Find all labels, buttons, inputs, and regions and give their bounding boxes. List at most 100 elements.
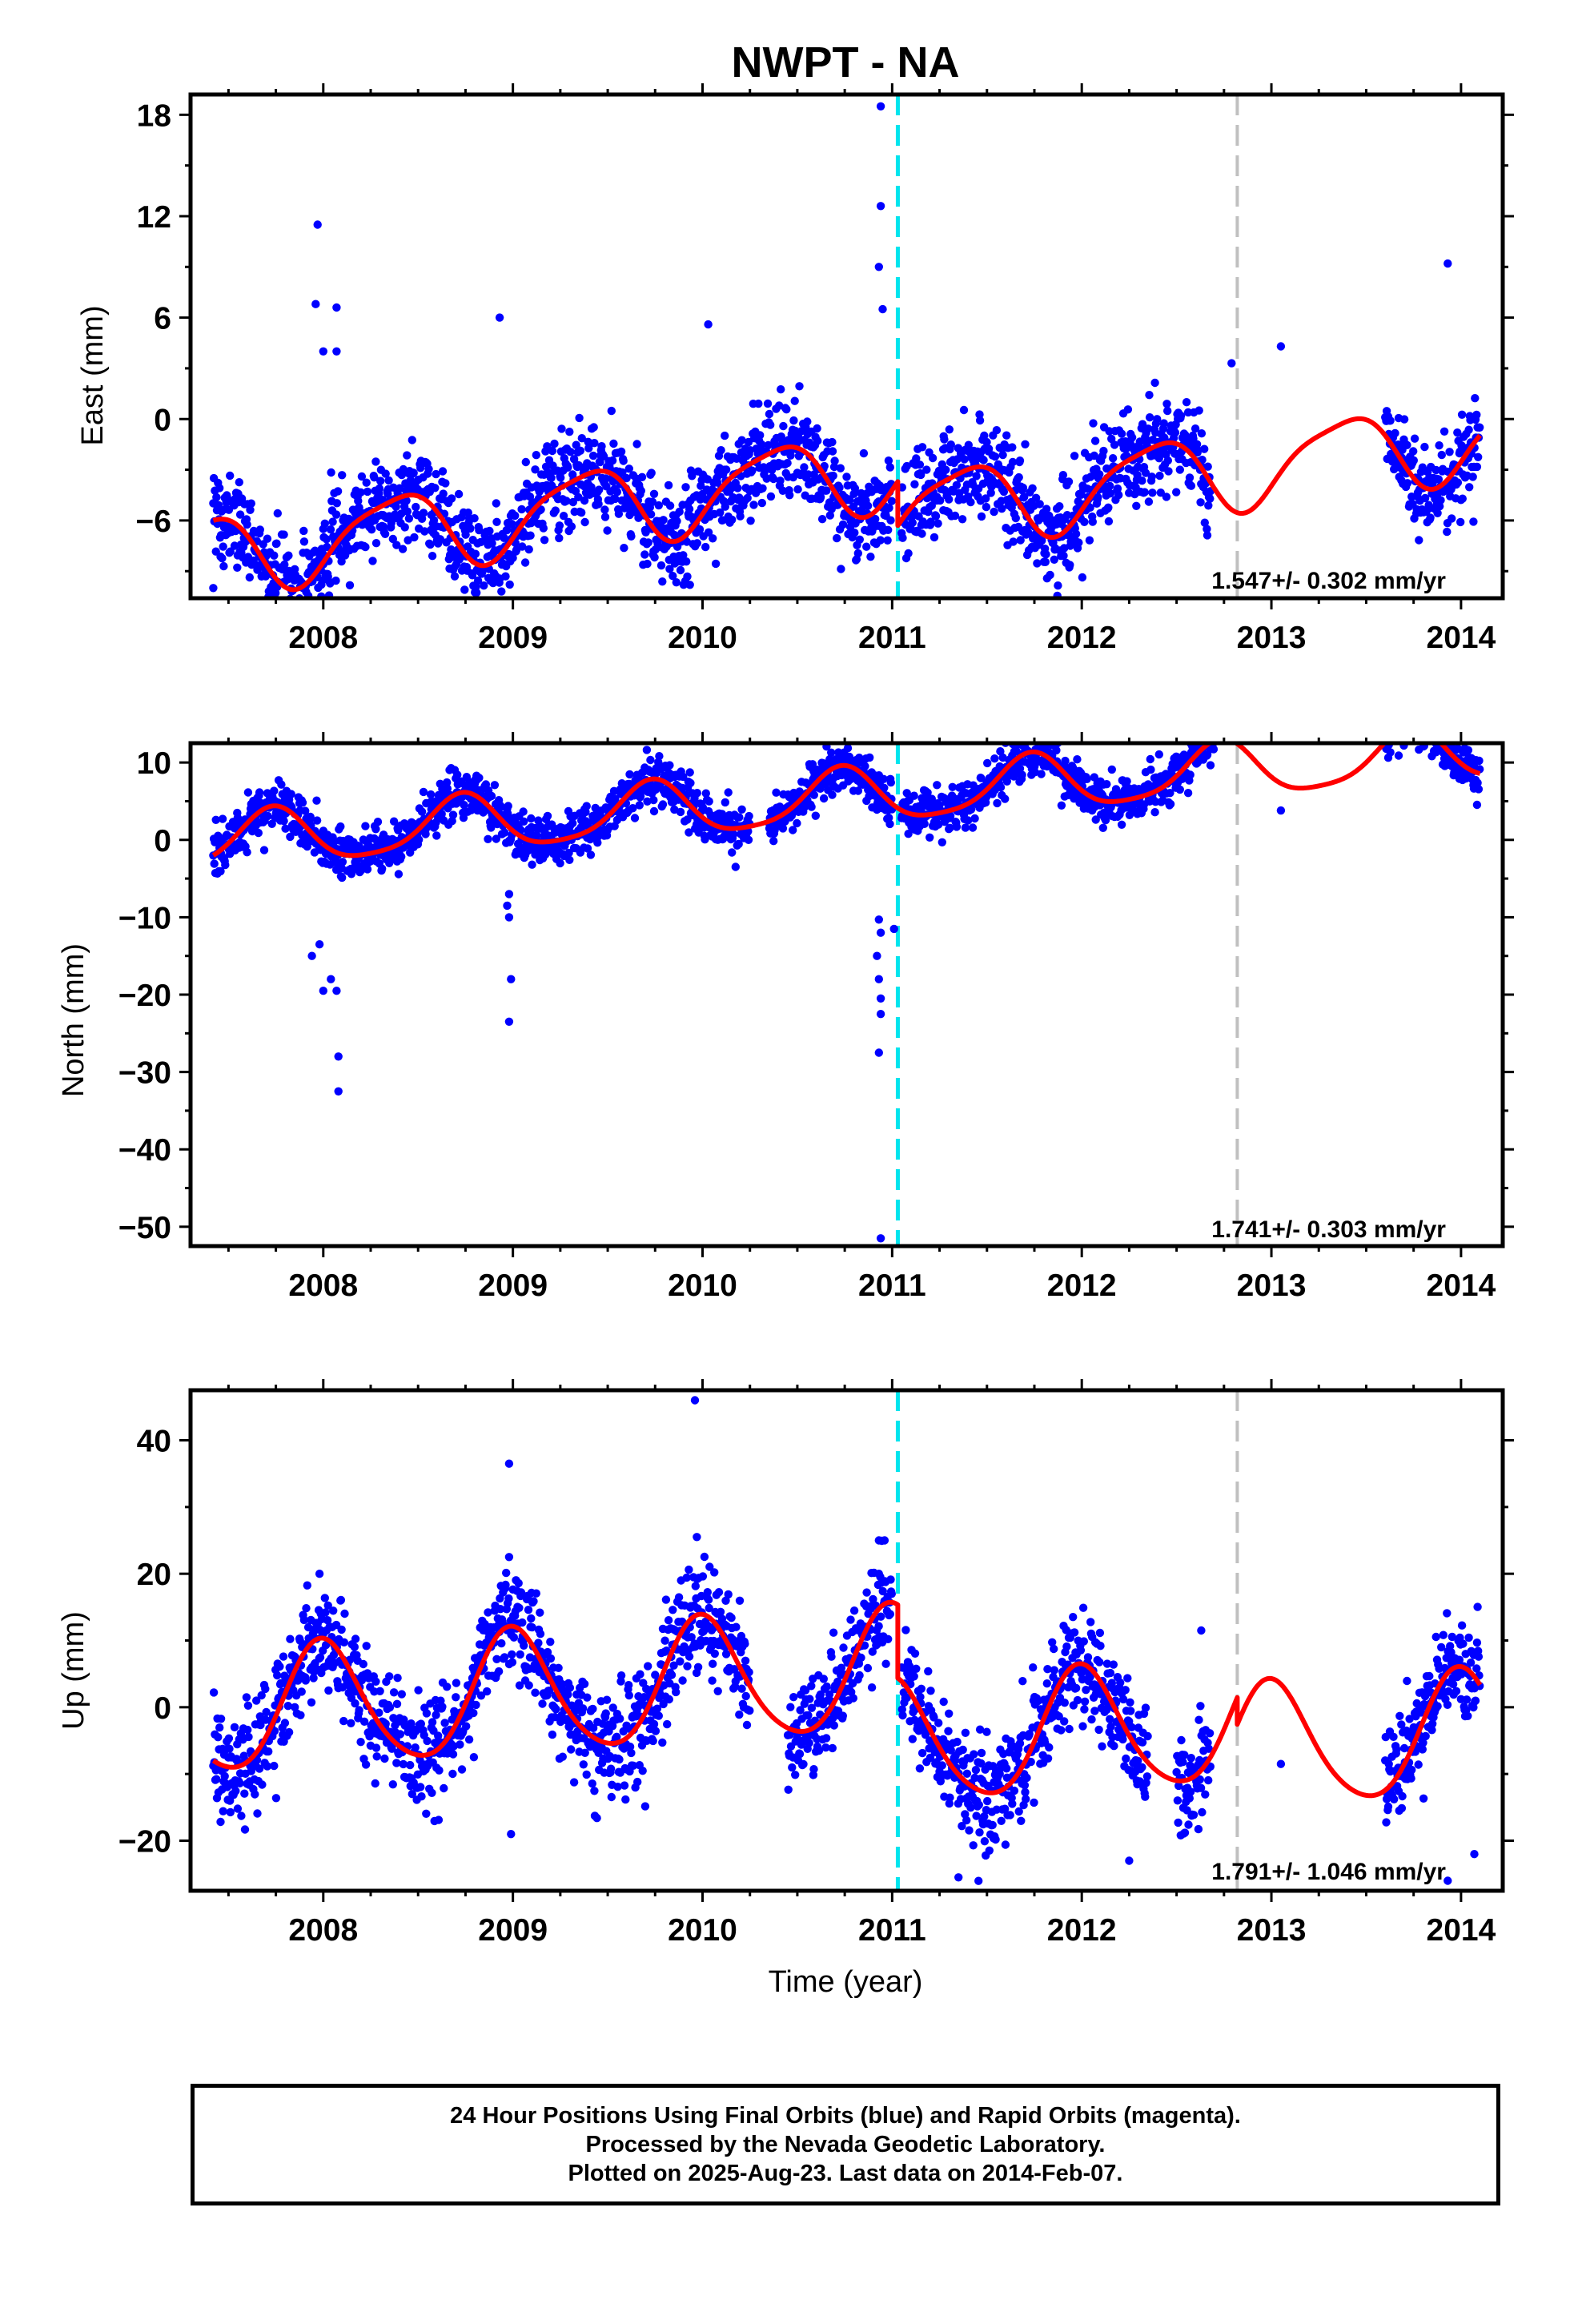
north-point — [1405, 712, 1413, 720]
north-point — [270, 786, 279, 795]
north-point — [993, 798, 1002, 808]
up-point — [501, 1580, 510, 1590]
east-point — [672, 578, 681, 587]
up-point — [472, 1700, 480, 1710]
east-point — [326, 525, 335, 534]
up-point — [569, 1778, 579, 1787]
north-point — [543, 811, 552, 821]
north-point — [1421, 710, 1429, 718]
north-point — [1415, 725, 1423, 733]
north-point — [952, 822, 962, 831]
up-point — [583, 1693, 592, 1702]
north-point — [1381, 726, 1389, 734]
east-point — [1409, 456, 1419, 465]
north-point — [1407, 692, 1415, 700]
east-point — [952, 480, 962, 489]
up-point — [339, 1716, 348, 1726]
north-point — [1438, 726, 1446, 734]
north-point — [1388, 714, 1396, 722]
east-point — [1469, 517, 1478, 526]
east-point — [453, 601, 461, 609]
east-point — [910, 480, 919, 489]
east-point — [1457, 410, 1467, 419]
north-ytick-label: −50 — [118, 1211, 171, 1245]
east-point — [1055, 502, 1064, 511]
up-point — [524, 1606, 533, 1614]
north-point — [649, 795, 658, 805]
east-point — [763, 399, 773, 408]
east-point — [917, 443, 927, 452]
north-point — [363, 865, 372, 874]
east-point — [745, 446, 755, 455]
east-point — [884, 525, 893, 534]
north-point — [504, 913, 514, 922]
east-point — [1080, 517, 1089, 526]
east-point — [328, 517, 337, 526]
east-point — [400, 523, 409, 532]
up-point — [469, 1708, 478, 1718]
north-point — [828, 790, 837, 799]
east-point — [1204, 501, 1213, 510]
north-point — [394, 870, 404, 879]
east-point — [1148, 489, 1157, 497]
north-point — [1397, 722, 1405, 730]
east-point — [404, 536, 412, 545]
east-point — [1163, 406, 1172, 416]
east-point — [1031, 493, 1041, 502]
north-point — [819, 794, 829, 803]
east-point — [688, 472, 697, 480]
north-point — [745, 811, 753, 821]
north-point — [243, 848, 251, 857]
north-point — [920, 819, 929, 828]
east-point — [754, 399, 763, 408]
east-point — [483, 606, 491, 614]
north-point — [646, 755, 655, 765]
north-point — [1416, 720, 1424, 728]
north-point — [909, 791, 918, 800]
north-point — [630, 814, 640, 822]
up-point — [307, 1698, 316, 1707]
north-point — [1395, 731, 1403, 739]
east-point — [1088, 517, 1098, 526]
east-point — [267, 629, 275, 637]
east-point — [1159, 419, 1168, 428]
north-point — [665, 761, 674, 770]
east-point — [693, 539, 701, 548]
east-point — [648, 497, 657, 506]
east-point — [1465, 483, 1474, 492]
north-point — [865, 753, 874, 762]
up-point — [435, 1766, 444, 1775]
east-point — [637, 472, 647, 481]
north-point — [724, 788, 733, 797]
east-point — [233, 563, 242, 572]
north-plot-content — [209, 692, 1484, 1246]
north-point — [419, 787, 428, 797]
east-point — [575, 413, 584, 423]
east-point — [368, 557, 377, 565]
north-point — [885, 819, 894, 829]
north-point — [933, 781, 942, 790]
north-point — [876, 1234, 885, 1243]
up-point — [385, 1703, 395, 1712]
up-point — [546, 1638, 555, 1647]
east-point — [597, 442, 606, 451]
up-point — [324, 1686, 333, 1695]
chart-title: NWPT - NA — [732, 38, 960, 86]
east-point — [296, 603, 304, 611]
north-point — [1411, 724, 1419, 732]
east-point — [404, 514, 414, 523]
up-point — [243, 1701, 253, 1710]
east-point — [1106, 489, 1115, 498]
east-point — [503, 525, 512, 534]
east-point — [426, 540, 435, 549]
east-point — [468, 571, 477, 580]
east-point — [1138, 476, 1146, 485]
east-point — [658, 577, 667, 586]
east-point — [912, 454, 921, 463]
east-point — [776, 476, 785, 485]
east-point — [825, 511, 835, 520]
north-point — [334, 1052, 343, 1061]
east-point — [950, 511, 960, 521]
east-point — [472, 588, 481, 597]
